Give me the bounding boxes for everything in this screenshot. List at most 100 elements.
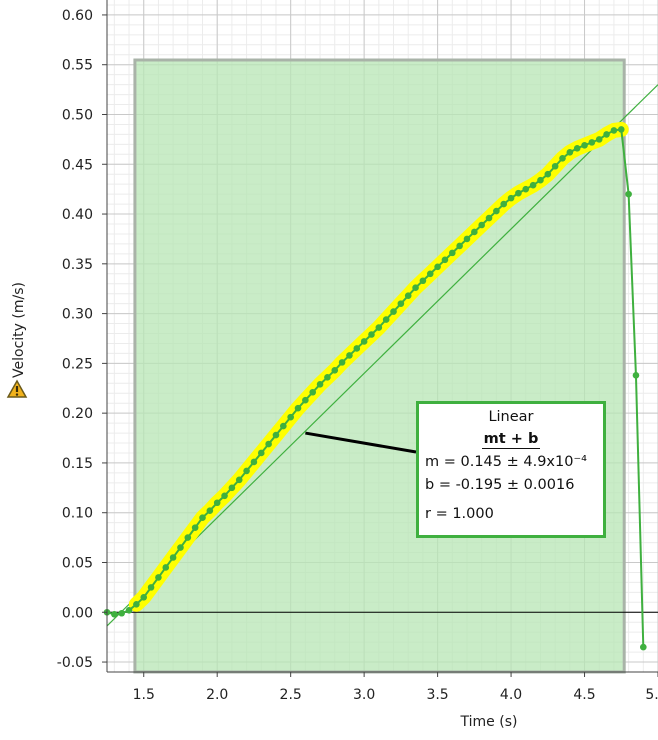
data-point [331, 367, 339, 374]
data-point [272, 431, 280, 439]
y-tick-label: 0.25 [62, 356, 93, 372]
data-point [316, 380, 324, 388]
data-point [287, 413, 294, 421]
data-point [155, 574, 162, 581]
data-point [544, 170, 552, 178]
data-point [382, 316, 390, 323]
y-tick-label: 0.45 [62, 157, 93, 173]
y-tick-label: 0.15 [62, 456, 93, 472]
data-point [169, 554, 177, 561]
data-point [566, 149, 574, 156]
data-point [302, 396, 309, 404]
y-axis-ticks: -0.05 0.00 0.05 0.10 0.15 0.20 0.25 0.30 0.35 0.4… [57, 8, 107, 671]
x-tick-label: 3.0 [353, 687, 375, 703]
data-point [478, 221, 485, 229]
data-point [595, 136, 603, 143]
x-tick-label: 4.5 [573, 687, 595, 703]
data-point [118, 609, 125, 617]
fit-correlation: r = 1.000 [425, 506, 494, 522]
data-point [191, 524, 199, 531]
data-point [213, 499, 221, 507]
data-point [250, 458, 258, 466]
data-point [588, 139, 596, 146]
fit-equation: mt + b [419, 431, 603, 449]
data-point [515, 189, 522, 197]
y-tick-label: -0.05 [57, 655, 93, 671]
data-point [559, 154, 566, 162]
data-point [228, 484, 236, 492]
data-point [404, 292, 412, 299]
data-point [133, 601, 140, 608]
data-point [184, 534, 192, 541]
data-point [309, 388, 317, 396]
x-tick-label: 5. [645, 687, 658, 703]
y-tick-label: 0.50 [62, 107, 93, 123]
data-point [294, 404, 302, 412]
data-point [206, 507, 214, 515]
data-point [463, 235, 471, 243]
data-point [257, 449, 265, 457]
data-point [507, 194, 515, 202]
y-tick-label: 0.20 [62, 406, 93, 422]
data-point [243, 467, 250, 475]
data-point [338, 359, 346, 366]
y-tick-label: 0.30 [62, 307, 93, 323]
y-tick-label: 0.10 [62, 506, 93, 522]
x-tick-label: 2.5 [280, 687, 302, 703]
data-point [375, 324, 383, 331]
x-tick-label: 1.5 [133, 687, 155, 703]
data-point [500, 200, 508, 208]
data-point [471, 228, 478, 236]
data-point [125, 606, 133, 614]
data-point [280, 422, 287, 430]
fit-slope: m = 0.145 ± 4.9x10⁻⁴ [425, 454, 587, 470]
x-axis-ticks: 1.5 2.0 2.5 3.0 3.5 4.0 4.5 5. [133, 672, 658, 703]
data-point [177, 544, 184, 551]
data-point [235, 476, 243, 484]
data-point [617, 126, 625, 133]
velocity-points [103, 126, 647, 651]
data-point [529, 181, 537, 189]
data-point [485, 214, 493, 222]
x-tick-label: 3.5 [426, 687, 448, 703]
data-point [522, 185, 530, 193]
data-point [368, 331, 375, 338]
fit-callout-line [305, 431, 417, 454]
y-axis-title-group[interactable]: Velocity (m/s) [11, 282, 27, 378]
data-point [573, 145, 581, 152]
y-tick-label: 0.40 [62, 207, 93, 223]
data-point [456, 242, 463, 250]
data-point [360, 338, 368, 345]
data-point [632, 372, 640, 379]
data-point [397, 300, 405, 307]
y-tick-label: 0.55 [62, 58, 93, 74]
y-tick-label: 0.05 [62, 555, 93, 571]
data-point [140, 594, 148, 601]
fit-title: Linear [488, 409, 534, 425]
data-point [603, 131, 610, 138]
data-point [441, 256, 449, 264]
y-tick-label: 0.35 [62, 257, 93, 273]
data-point [581, 142, 588, 149]
selection-region[interactable] [133, 58, 626, 674]
y-tick-label: 0.00 [62, 605, 93, 621]
data-point [551, 162, 559, 170]
data-point [610, 127, 618, 134]
fit-line [106, 84, 658, 627]
data-point [419, 277, 427, 285]
warning-triangle-icon[interactable] [6, 379, 28, 398]
data-point [199, 514, 206, 521]
data-point [162, 564, 170, 571]
data-point [346, 352, 353, 359]
x-tick-label: 4.0 [500, 687, 522, 703]
data-point [147, 584, 155, 591]
y-axis-title: Velocity (m/s) [11, 282, 27, 378]
data-point [324, 374, 331, 381]
data-point [390, 308, 397, 315]
data-point [493, 207, 500, 215]
data-point [434, 263, 441, 271]
data-point [625, 190, 632, 198]
fit-info-box[interactable]: Linear mt + b m = 0.145 ± 4.9x10⁻⁴ b = -… [416, 401, 606, 538]
data-point [111, 610, 118, 618]
